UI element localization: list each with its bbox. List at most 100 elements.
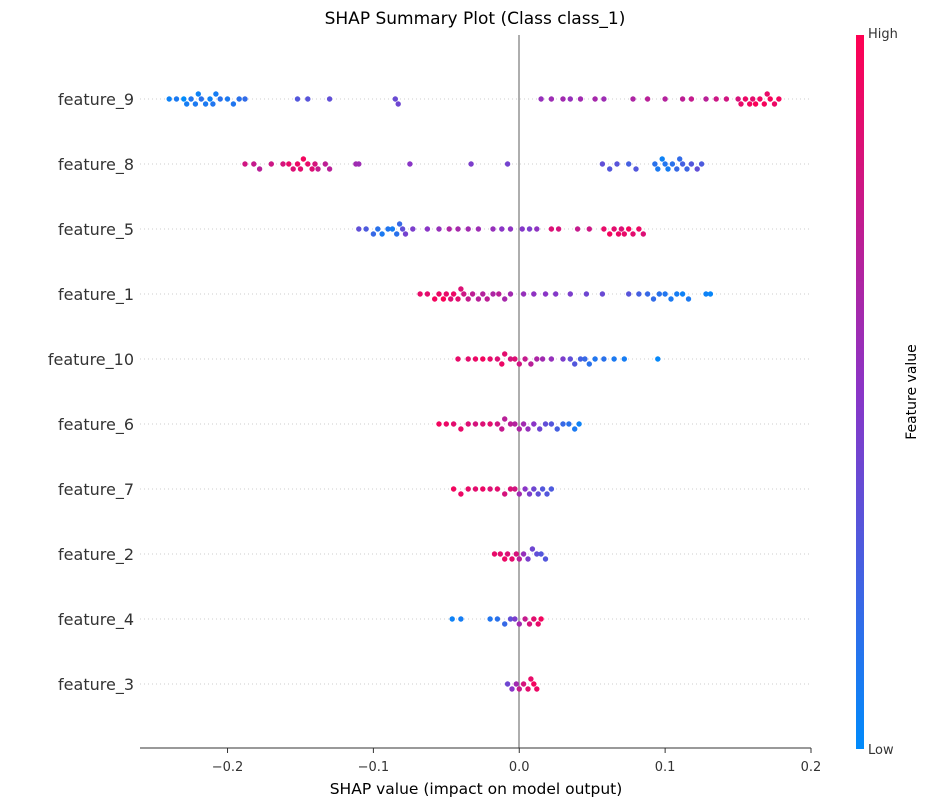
shap-point bbox=[491, 551, 498, 557]
shap-point bbox=[472, 421, 479, 427]
shap-point bbox=[300, 156, 307, 162]
shap-point bbox=[542, 556, 549, 562]
shap-point bbox=[621, 231, 627, 237]
shap-point bbox=[507, 226, 514, 232]
shap-point bbox=[529, 546, 536, 552]
shap-point bbox=[305, 161, 311, 167]
shap-point bbox=[198, 96, 204, 102]
shap-point bbox=[776, 96, 782, 102]
shap-point bbox=[630, 96, 636, 102]
shap-point bbox=[480, 291, 486, 297]
shap-point bbox=[497, 551, 503, 557]
shap-point bbox=[535, 621, 541, 627]
feature-label-feature_5: feature_5 bbox=[58, 220, 134, 240]
shap-point bbox=[752, 101, 759, 107]
shap-point bbox=[502, 296, 508, 302]
shap-point bbox=[516, 426, 522, 432]
shap-point bbox=[655, 356, 661, 362]
shap-point bbox=[305, 96, 311, 102]
shap-point bbox=[679, 161, 686, 167]
shap-point bbox=[577, 356, 584, 362]
colorbar-gradient bbox=[856, 35, 864, 749]
shap-point bbox=[703, 96, 709, 102]
shap-point bbox=[738, 101, 744, 107]
shap-point bbox=[487, 421, 493, 427]
shap-point bbox=[607, 231, 613, 237]
shap-point bbox=[633, 166, 639, 172]
shap-point bbox=[502, 491, 508, 497]
shap-point bbox=[679, 96, 686, 102]
shap-point bbox=[516, 556, 522, 562]
shap-point bbox=[399, 226, 406, 232]
shap-point bbox=[677, 156, 683, 162]
shap-point bbox=[280, 161, 286, 167]
shap-point bbox=[494, 486, 501, 492]
feature-label-feature_9: feature_9 bbox=[58, 90, 134, 110]
shap-point bbox=[424, 291, 431, 297]
shap-point bbox=[202, 101, 209, 107]
shap-point bbox=[472, 356, 479, 362]
shap-point bbox=[181, 96, 187, 102]
shap-point bbox=[487, 356, 493, 362]
shap-point bbox=[520, 681, 527, 687]
shap-point bbox=[286, 161, 292, 167]
feature-label-feature_8: feature_8 bbox=[58, 155, 134, 175]
shap-point bbox=[747, 101, 753, 107]
shap-point bbox=[761, 101, 767, 107]
shap-point bbox=[544, 491, 550, 497]
shap-point bbox=[499, 226, 505, 232]
feature-label-feature_6: feature_6 bbox=[58, 415, 134, 435]
shap-point bbox=[436, 291, 442, 297]
shap-point bbox=[385, 226, 391, 232]
shap-point bbox=[504, 161, 511, 167]
shap-point bbox=[294, 161, 301, 167]
shap-point bbox=[455, 296, 461, 302]
shap-point bbox=[458, 616, 464, 622]
shap-point bbox=[668, 296, 674, 302]
shap-point bbox=[548, 226, 555, 232]
shap-point bbox=[487, 616, 493, 622]
shap-point bbox=[230, 101, 237, 107]
shap-point bbox=[655, 166, 661, 172]
feature-gridlines bbox=[140, 98, 811, 685]
shap-point bbox=[583, 291, 590, 297]
shap-point bbox=[458, 286, 464, 292]
shap-point bbox=[534, 356, 540, 362]
shap-point bbox=[424, 226, 431, 232]
shap-point bbox=[516, 491, 522, 497]
shap-point bbox=[548, 356, 555, 362]
shap-point bbox=[528, 676, 534, 682]
shap-point bbox=[519, 226, 525, 232]
x-tick-label: 0.0 bbox=[509, 760, 530, 775]
shap-point bbox=[224, 96, 231, 102]
shap-point bbox=[531, 421, 537, 427]
shap-point bbox=[531, 616, 537, 622]
shap-point bbox=[499, 426, 505, 432]
shap-point bbox=[507, 421, 514, 427]
shap-point bbox=[512, 616, 518, 622]
shap-point bbox=[586, 361, 592, 367]
shap-point bbox=[513, 551, 519, 557]
shap-point bbox=[450, 291, 457, 297]
shap-point bbox=[436, 226, 442, 232]
shap-point bbox=[379, 231, 385, 237]
shap-point bbox=[487, 486, 493, 492]
x-axis-label: SHAP value (impact on model output) bbox=[330, 780, 623, 798]
x-tick-label: 0.1 bbox=[655, 760, 676, 775]
shap-point bbox=[713, 96, 719, 102]
shap-point bbox=[236, 96, 242, 102]
shap-point bbox=[242, 161, 248, 167]
shap-point bbox=[509, 556, 515, 562]
shap-point bbox=[694, 166, 700, 172]
shap-point bbox=[410, 226, 416, 232]
shap-point bbox=[173, 96, 180, 102]
shap-point bbox=[548, 96, 555, 102]
shap-point bbox=[520, 421, 527, 427]
shap-point bbox=[566, 421, 572, 427]
shap-point bbox=[757, 96, 763, 102]
shap-point bbox=[496, 291, 502, 297]
shap-point bbox=[576, 421, 582, 427]
shap-point bbox=[450, 421, 457, 427]
shap-point bbox=[553, 291, 559, 297]
shap-point bbox=[290, 166, 296, 172]
